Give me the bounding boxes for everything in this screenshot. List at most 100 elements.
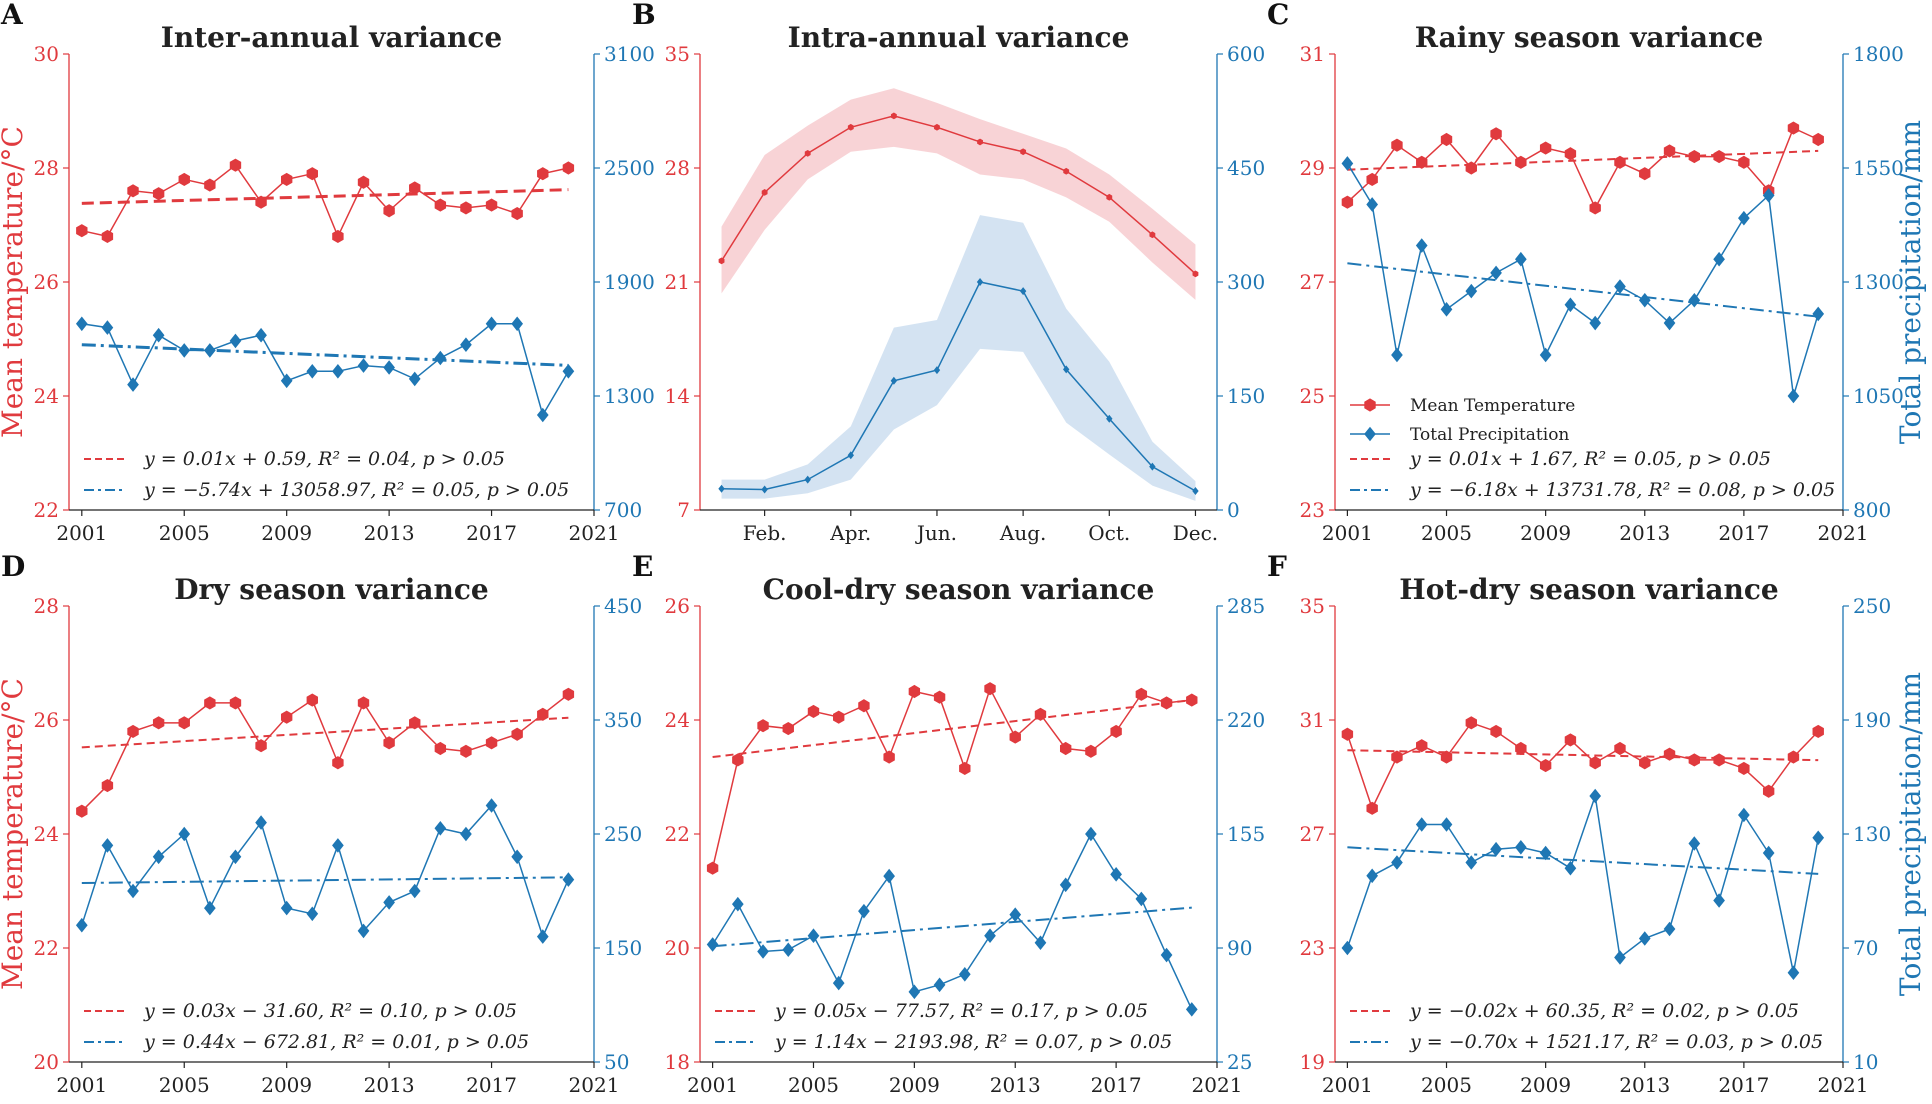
- temperature-point: [1341, 195, 1354, 209]
- right-tick-label: 2500: [604, 156, 655, 180]
- chart-title: Intra-annual variance: [788, 21, 1130, 54]
- right-tick-label: 90: [1227, 936, 1252, 960]
- right-tick-label: 450: [1227, 156, 1265, 180]
- temperature-point: [460, 744, 472, 758]
- precipitation-point: [332, 363, 344, 379]
- right-tick-label: 130: [1853, 822, 1891, 846]
- temperature-point: [332, 756, 344, 770]
- precipitation-point: [1787, 388, 1800, 404]
- precipitation-point: [280, 373, 293, 389]
- precipitation-point: [847, 451, 854, 460]
- precipitation-point: [1341, 156, 1354, 171]
- temperature-point: [1034, 707, 1047, 721]
- right-tick-label: 190: [1853, 708, 1891, 732]
- precipitation-point: [761, 485, 768, 494]
- temperature-point: [1539, 759, 1552, 773]
- right-tick-label: 220: [1227, 708, 1265, 732]
- left-tick-label: 19: [1300, 1050, 1325, 1074]
- x-tick-label: Aug.: [999, 521, 1046, 545]
- temperature-point: [1465, 161, 1477, 175]
- precipitation-point: [280, 900, 293, 916]
- x-tick-label: 2017: [466, 1073, 517, 1097]
- precipitation-point: [832, 975, 845, 991]
- x-tick-label: 2009: [889, 1073, 940, 1097]
- temperature-point: [757, 719, 769, 733]
- x-tick-label: 2017: [1718, 1073, 1769, 1097]
- left-tick-label: 25: [1300, 384, 1325, 408]
- left-tick-label: 23: [1300, 936, 1325, 960]
- x-tick-label: 2021: [1818, 521, 1869, 545]
- x-tick-label: 2005: [159, 1073, 210, 1097]
- left-tick-label: 35: [1300, 594, 1325, 618]
- x-tick-label: 2013: [364, 521, 415, 545]
- precipitation-point: [306, 906, 319, 922]
- precipitation-point: [1539, 347, 1552, 363]
- temperature-point: [1490, 127, 1502, 141]
- precipitation-point: [908, 984, 921, 1000]
- left-tick-label: 35: [665, 42, 690, 66]
- right-tick-label: 1800: [1853, 42, 1904, 66]
- temperature-point: [908, 684, 921, 699]
- legend-precipitation-label: Total Precipitation: [1410, 425, 1569, 445]
- precipitation-point: [1391, 347, 1403, 363]
- x-tick-label: Apr.: [829, 521, 871, 545]
- left-tick-label: 22: [34, 498, 59, 522]
- precipitation-point: [1688, 836, 1701, 851]
- x-tick-label: 2021: [1818, 1073, 1869, 1097]
- y-axis-label-left-bottom: Mean temperature/°C: [0, 678, 29, 990]
- precipitation-point: [1009, 907, 1022, 922]
- right-tick-label: 0: [1227, 498, 1240, 522]
- temperature-point: [306, 693, 318, 707]
- temperature-point: [1663, 747, 1676, 761]
- precipitation-point: [1564, 860, 1577, 876]
- temperature-point: [1009, 730, 1021, 744]
- precipitation-point: [1589, 788, 1602, 804]
- temperature-point: [434, 198, 447, 212]
- temperature-point: [1564, 733, 1577, 747]
- temperature-point: [858, 699, 870, 713]
- temperature-point: [460, 201, 472, 215]
- precipitation-point: [1762, 845, 1775, 861]
- temperature-point: [804, 149, 811, 157]
- right-tick-label: 10: [1853, 1050, 1878, 1074]
- chart-title: Cool-dry season variance: [763, 573, 1155, 606]
- x-tick-label: 2017: [1718, 521, 1769, 545]
- precipitation-point: [383, 360, 395, 375]
- precipitation-point: [1059, 877, 1072, 893]
- temperature-point: [1614, 741, 1626, 756]
- temperature-point: [229, 158, 242, 172]
- temperature-point: [76, 804, 88, 818]
- left-tick-label: 27: [1300, 270, 1325, 294]
- precipitation-point: [1440, 817, 1453, 832]
- x-tick-label: 2009: [261, 521, 312, 545]
- temperature-point: [732, 753, 744, 767]
- legend-precipitation-equation: y = 0.44x − 672.81, R² = 0.01, p > 0.05: [143, 1031, 529, 1053]
- precipitation-point: [332, 838, 344, 853]
- temperature-point: [1085, 744, 1097, 758]
- temperature-point: [280, 172, 293, 186]
- precipitation-point: [1663, 921, 1676, 937]
- panel-letter: F: [1267, 550, 1287, 583]
- precipitation-point: [1812, 830, 1825, 846]
- temperature-point: [1614, 155, 1626, 169]
- precipitation-line: [721, 281, 1196, 492]
- legend-temperature-marker: [1364, 398, 1376, 412]
- temperature-point: [1366, 172, 1378, 186]
- temperature-point: [984, 682, 996, 696]
- temperature-point: [1135, 687, 1148, 701]
- x-tick-label: 2009: [1520, 1073, 1571, 1097]
- precipitation-point: [1465, 855, 1478, 870]
- precipitation-point: [1366, 868, 1379, 884]
- temperature-point: [1063, 167, 1070, 175]
- x-tick-label: 2013: [364, 1073, 415, 1097]
- temperature-line: [711, 686, 1192, 869]
- x-tick-label: 2013: [990, 1073, 1041, 1097]
- precipitation-point: [1490, 841, 1502, 857]
- temperature-point: [1539, 141, 1552, 155]
- precipitation-point: [976, 277, 984, 287]
- precipitation-point: [1688, 292, 1701, 308]
- precipitation-point: [1812, 306, 1825, 322]
- left-tick-label: 21: [665, 270, 690, 294]
- temperature-point: [409, 716, 421, 730]
- precipitation-point: [890, 376, 898, 385]
